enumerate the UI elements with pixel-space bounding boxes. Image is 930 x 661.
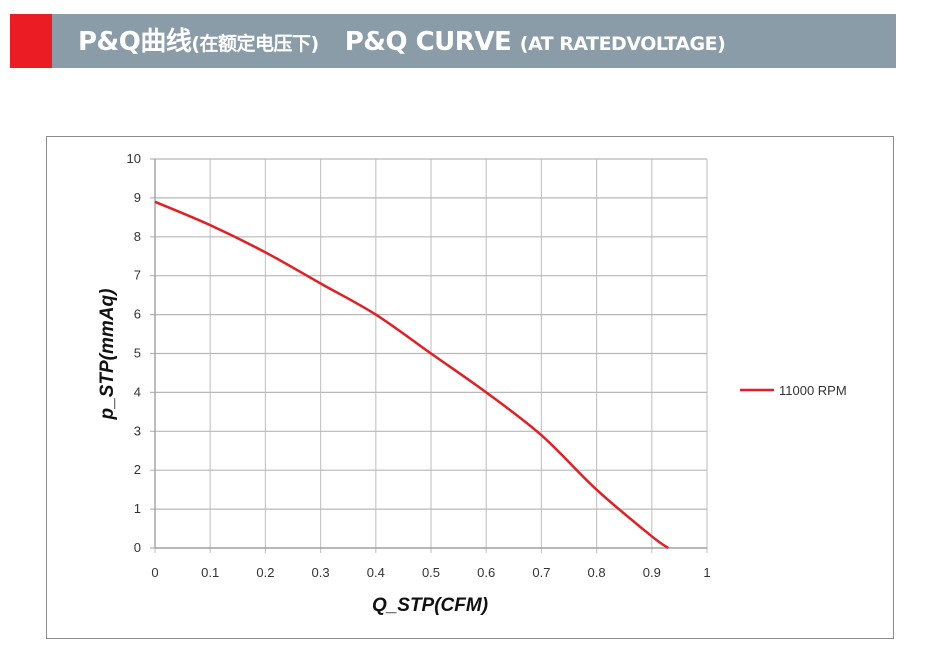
series-line [154,200,670,550]
y-tick-label: 5 [134,346,141,361]
y-tick-label: 8 [134,229,141,244]
y-tick-label: 4 [134,384,141,399]
title-cn: P&Q曲线 [78,27,192,57]
y-tick-label: 0 [134,540,141,555]
x-tick-label: 0.8 [588,565,606,580]
x-tick-label: 0.6 [477,565,495,580]
x-tick-label: 0.1 [201,565,219,580]
x-axis-label: Q_STP(CFM) [372,595,488,616]
header-bar: P&Q曲线(在额定电压下) P&Q CURVE (AT RATEDVOLTAGE) [10,14,896,68]
header-title: P&Q曲线(在额定电压下) P&Q CURVE (AT RATEDVOLTAGE) [78,14,726,68]
y-tick-label: 9 [134,190,141,205]
chart-frame [46,136,894,639]
subtitle-en: (AT RATEDVOLTAGE) [519,33,726,55]
y-tick-label: 2 [134,462,141,477]
x-tick-label: 0 [151,565,158,580]
y-tick-label: 6 [134,307,141,322]
x-tick-label: 0.9 [643,565,661,580]
tick-labels: 0 0.1 0.2 0.3 0.4 0.5 0.6 0.7 0.8 0.9 101234567891… [127,151,711,580]
x-tick-label: 0.3 [312,565,330,580]
y-tick-label: 7 [134,268,141,283]
y-tick-label: 10 [127,151,141,166]
x-tick-label: 0.5 [422,565,440,580]
y-tick-label: 1 [134,501,141,516]
x-tick-label: 1 [703,565,710,580]
grid [150,158,708,553]
subtitle-cn: (在额定电压下) [191,33,319,55]
x-tick-label: 0.2 [256,565,274,580]
y-tick-label: 3 [134,423,141,438]
x-tick-label: 0.4 [367,565,385,580]
legend-label: 11000 RPM [779,383,847,398]
header-accent [10,14,52,68]
x-tick-label: 0.7 [532,565,550,580]
y-axis-label: p_STP(mmAq) [97,289,118,421]
title-en: P&Q CURVE [344,27,512,57]
